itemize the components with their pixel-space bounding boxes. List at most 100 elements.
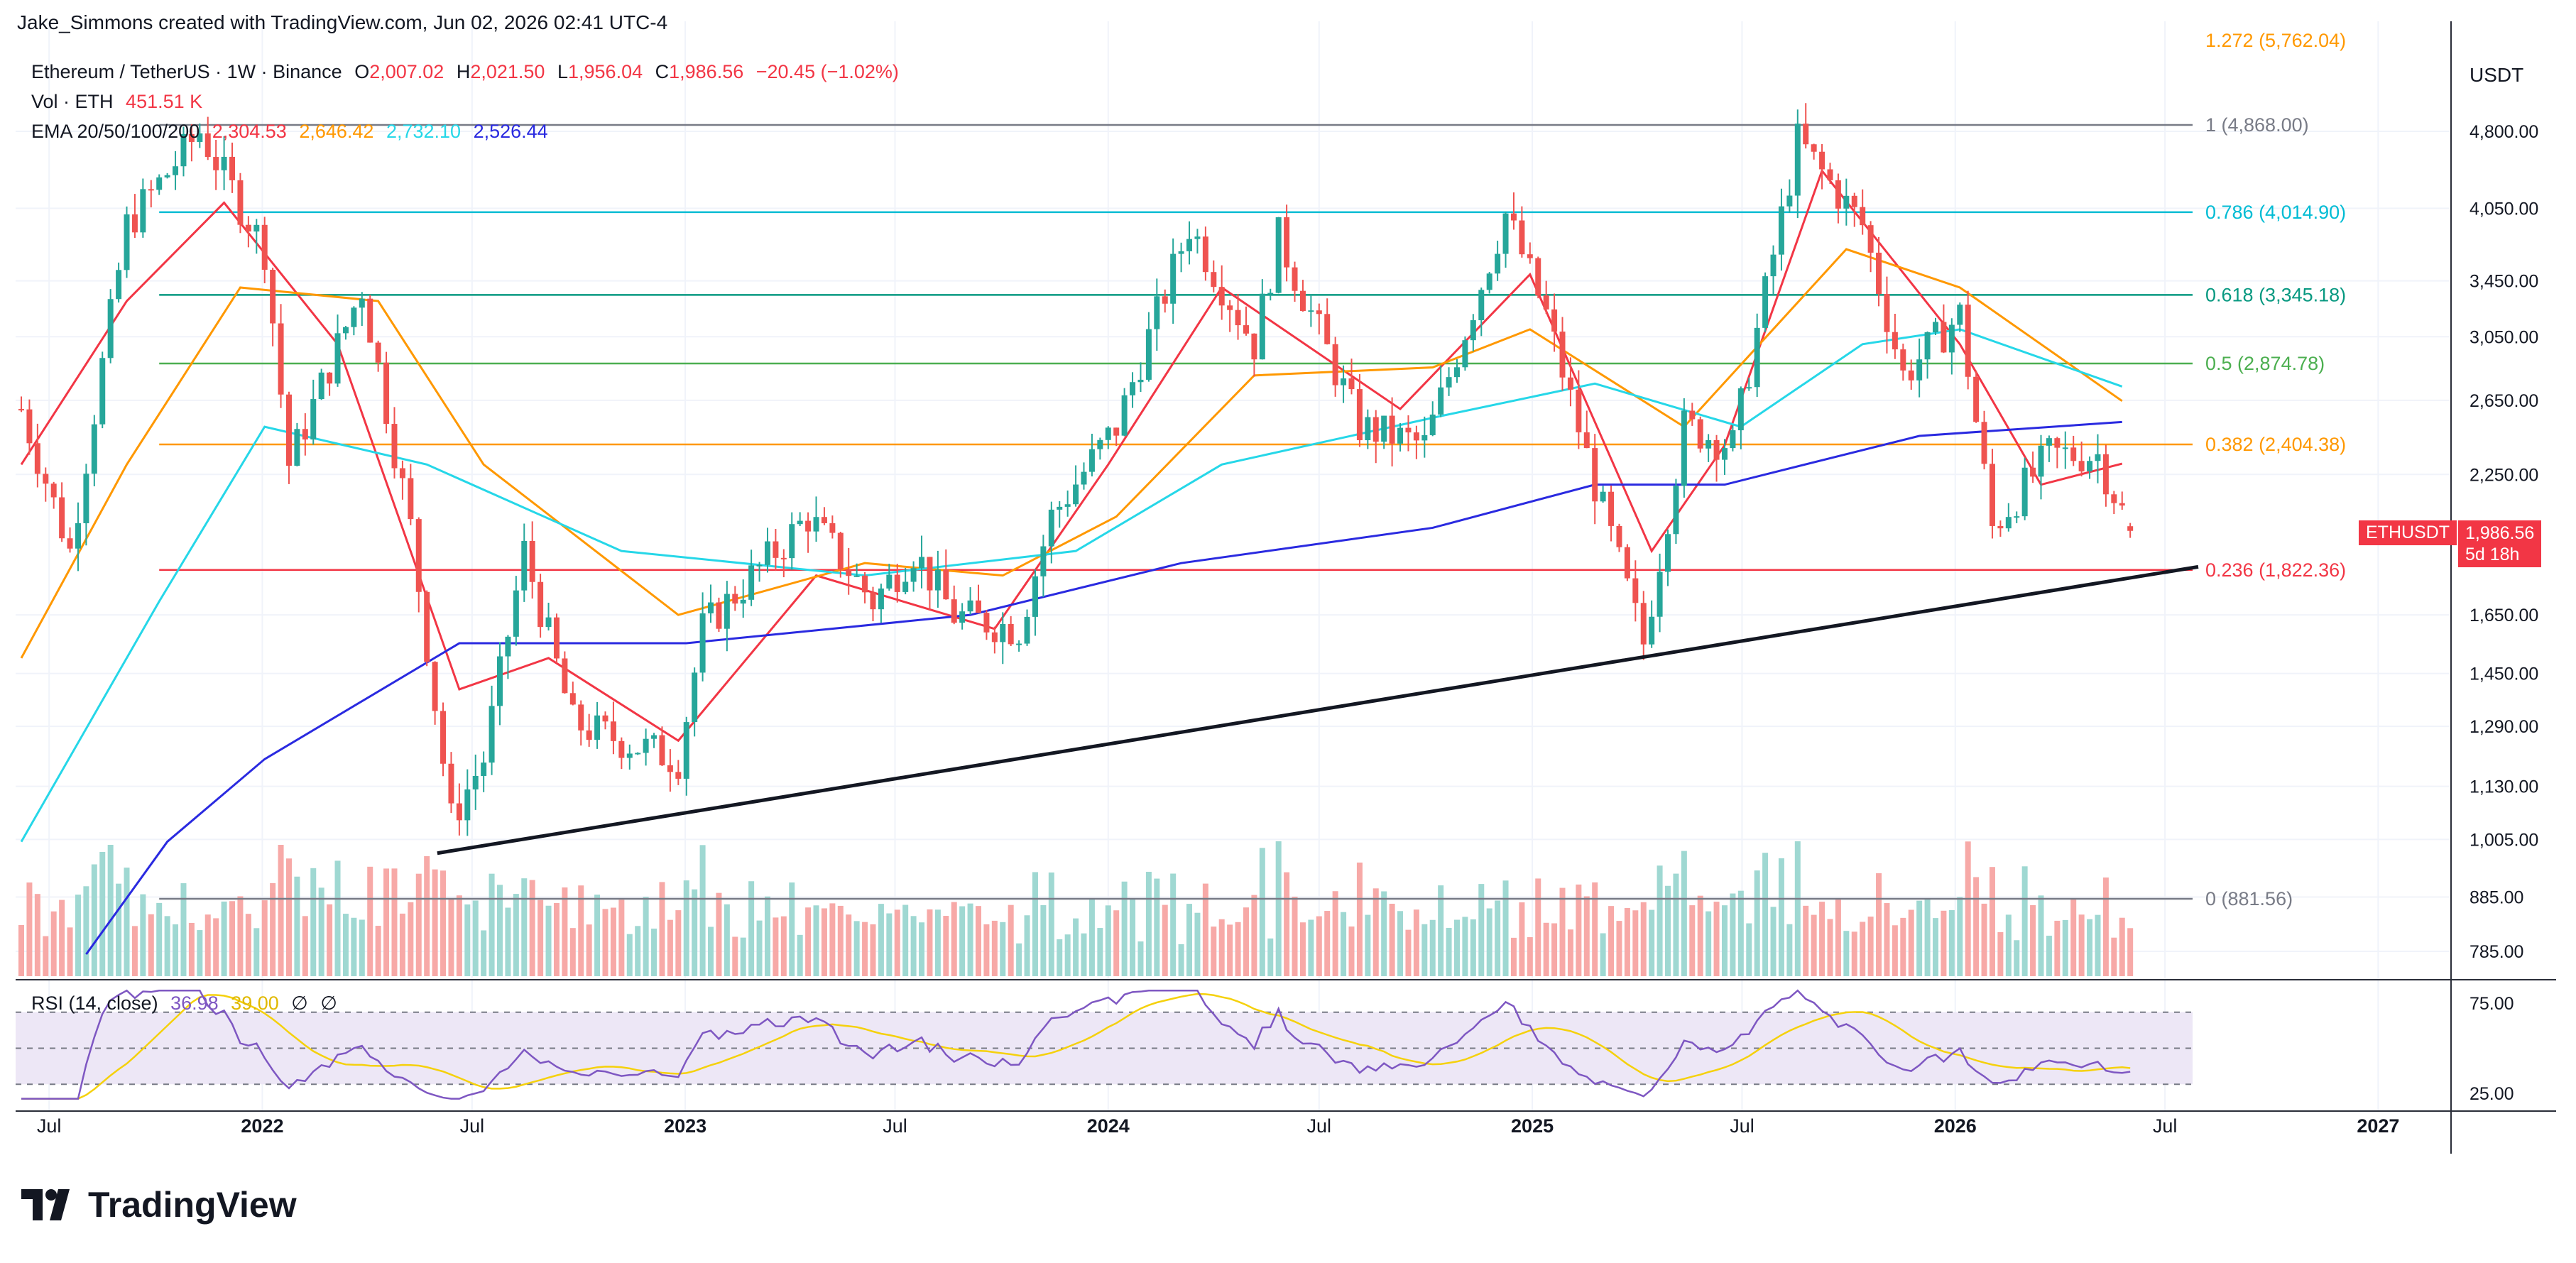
- candle-body: [602, 715, 608, 722]
- volume-bar: [1527, 937, 1533, 976]
- candle-body: [310, 399, 317, 440]
- volume-legend: Vol · ETH 451.51 K: [31, 91, 202, 113]
- volume-bar: [1583, 896, 1590, 976]
- candle-body: [805, 520, 812, 532]
- candle-body: [1008, 624, 1014, 645]
- candle-body: [1000, 624, 1006, 643]
- rsi-label[interactable]: RSI (14, close): [31, 993, 158, 1014]
- volume-bar: [1559, 887, 1566, 976]
- volume-bar: [375, 926, 381, 976]
- bar-countdown: 5d 18h: [2465, 545, 2520, 564]
- price-tick-label: 4,800.00: [2469, 122, 2538, 142]
- volume-bar: [489, 873, 495, 976]
- candle-body: [2014, 516, 2020, 518]
- volume-bar: [1957, 897, 1963, 976]
- volume-bar: [1292, 897, 1298, 976]
- candle-body: [1211, 272, 1217, 288]
- volume-bar: [1600, 933, 1606, 976]
- volume-bar: [107, 844, 114, 976]
- candle-body: [1032, 576, 1038, 617]
- tradingview-logo-icon: [21, 1189, 70, 1220]
- candle-body: [1105, 427, 1111, 440]
- volume-bar: [537, 900, 544, 976]
- volume-bar: [756, 920, 763, 976]
- currency-unit[interactable]: USDT: [2469, 64, 2524, 86]
- volume-bar: [310, 868, 317, 976]
- symbol-price-tag: ETHUSDT: [2359, 520, 2457, 545]
- volume-bar: [983, 924, 990, 976]
- volume-bar: [1762, 853, 1769, 976]
- high-value: 2,021.50: [470, 61, 545, 82]
- volume-value: 451.51 K: [126, 91, 203, 112]
- volume-bar: [521, 878, 528, 976]
- candle-body: [789, 524, 795, 559]
- volume-bar: [1218, 919, 1225, 976]
- candle-body: [2038, 445, 2044, 477]
- candle-body: [43, 474, 49, 484]
- volume-bar: [221, 901, 227, 976]
- candle-body: [1786, 195, 1793, 207]
- volume-bar: [2095, 914, 2101, 976]
- candle-body: [253, 224, 260, 232]
- volume-bar: [1211, 926, 1217, 976]
- price-tick-label: 1,130.00: [2469, 777, 2538, 797]
- volume-bar: [764, 896, 770, 976]
- candle-body: [472, 775, 479, 789]
- volume-bar: [951, 902, 957, 976]
- volume-label[interactable]: Vol · ETH: [31, 91, 114, 112]
- candle-body: [976, 600, 981, 613]
- candle-body: [626, 753, 633, 758]
- candle-body: [878, 588, 884, 610]
- open-label: O: [354, 61, 370, 82]
- candle-body: [529, 540, 535, 582]
- rsi-tick-label: 25.00: [2469, 1084, 2514, 1104]
- symbol-title[interactable]: Ethereum / TetherUS · 1W · Binance: [31, 61, 342, 82]
- volume-bar: [618, 900, 625, 976]
- fib-label: 0 (881.56): [2205, 888, 2293, 909]
- rsi-line: [21, 989, 2131, 1100]
- candle-body: [853, 575, 860, 577]
- volume-bar: [2062, 919, 2068, 976]
- volume-bar: [1130, 899, 1136, 976]
- candle-body: [1754, 327, 1760, 388]
- volume-bar: [1170, 873, 1177, 976]
- rsi-tick-label: 75.00: [2469, 994, 2514, 1014]
- candle-body: [780, 557, 787, 559]
- candle-body: [569, 693, 576, 705]
- candle-body: [1867, 225, 1874, 253]
- ema-label[interactable]: EMA 20/50/100/200: [31, 121, 200, 142]
- tradingview-logo[interactable]: TradingView: [21, 1184, 297, 1225]
- candle-body: [107, 299, 114, 359]
- candle-body: [675, 772, 682, 779]
- volume-bar: [367, 866, 373, 976]
- price-tick-label: 2,650.00: [2469, 391, 2538, 411]
- high-label: H: [456, 61, 471, 82]
- candle-body: [643, 738, 649, 753]
- volume-bar: [432, 869, 438, 976]
- candle-body: [302, 429, 308, 440]
- volume-bar: [1121, 881, 1128, 976]
- volume-bar: [2038, 895, 2044, 976]
- candle-body: [59, 497, 65, 539]
- volume-bar: [594, 895, 601, 976]
- candle-body: [1989, 464, 1995, 526]
- volume-bar: [959, 906, 966, 976]
- candle-body: [2046, 438, 2052, 446]
- candle-body: [1730, 430, 1736, 449]
- candle-body: [748, 565, 755, 600]
- candle-body: [1510, 213, 1517, 221]
- candle-body: [2062, 447, 2068, 449]
- candle-body: [1178, 251, 1184, 254]
- candle-body: [610, 721, 616, 741]
- candle-body: [140, 189, 146, 233]
- candle-body: [1649, 616, 1655, 645]
- candle-body: [1948, 324, 1955, 353]
- candle-body: [1827, 169, 1833, 180]
- candle-body: [1616, 525, 1622, 547]
- candle-body: [173, 166, 179, 175]
- close-value: 1,986.56: [669, 61, 744, 82]
- open-value: 2,007.02: [369, 61, 444, 82]
- volume-bar: [1438, 885, 1444, 976]
- volume-bar: [1016, 943, 1022, 976]
